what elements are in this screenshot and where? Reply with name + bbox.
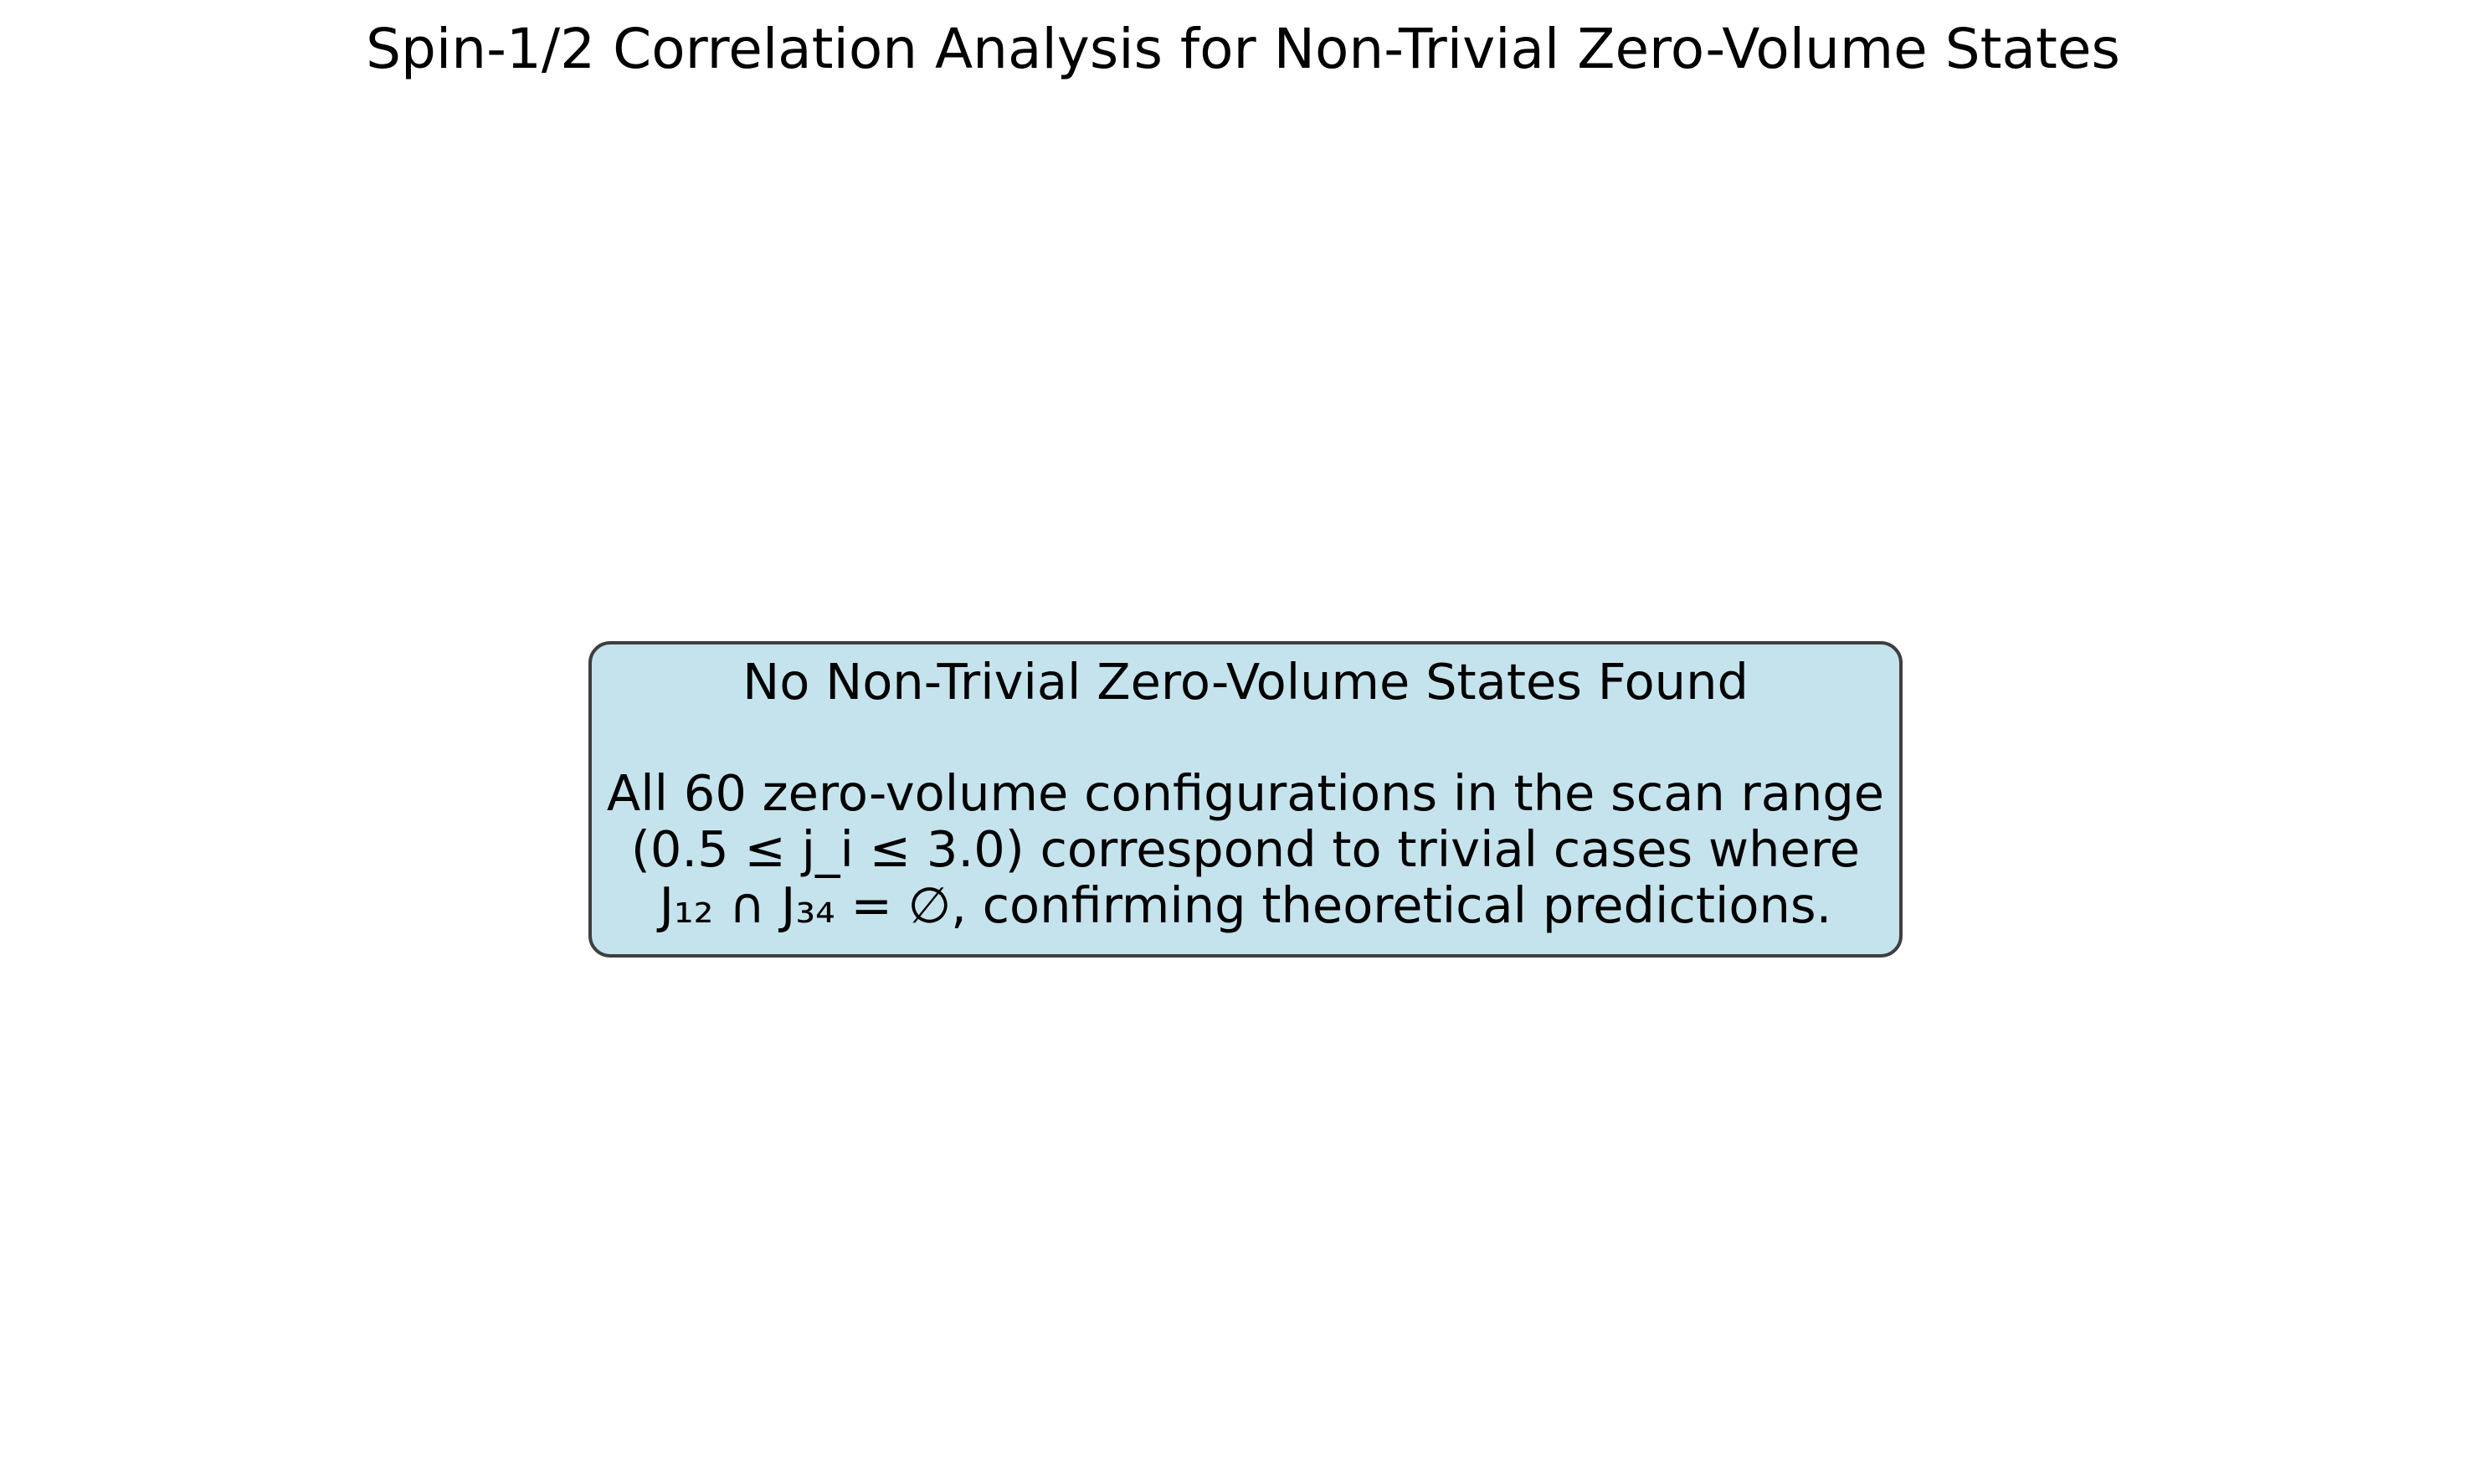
annotation-line-1: All 60 zero-volume configurations in the… [606, 764, 1885, 822]
no-results-annotation-box: No Non-Trivial Zero-Volume States Found … [588, 641, 1903, 958]
annotation-line-2: (0.5 ≤ j_i ≤ 3.0) correspond to trivial … [630, 820, 1861, 878]
annotation-line-3: J₁₂ ∩ J₃₄ = ∅, confirming theoretical pr… [659, 876, 1832, 934]
annotation-heading: No Non-Trivial Zero-Volume States Found [742, 653, 1749, 711]
chart-title: Spin-1/2 Correlation Analysis for Non-Tr… [366, 17, 2120, 81]
